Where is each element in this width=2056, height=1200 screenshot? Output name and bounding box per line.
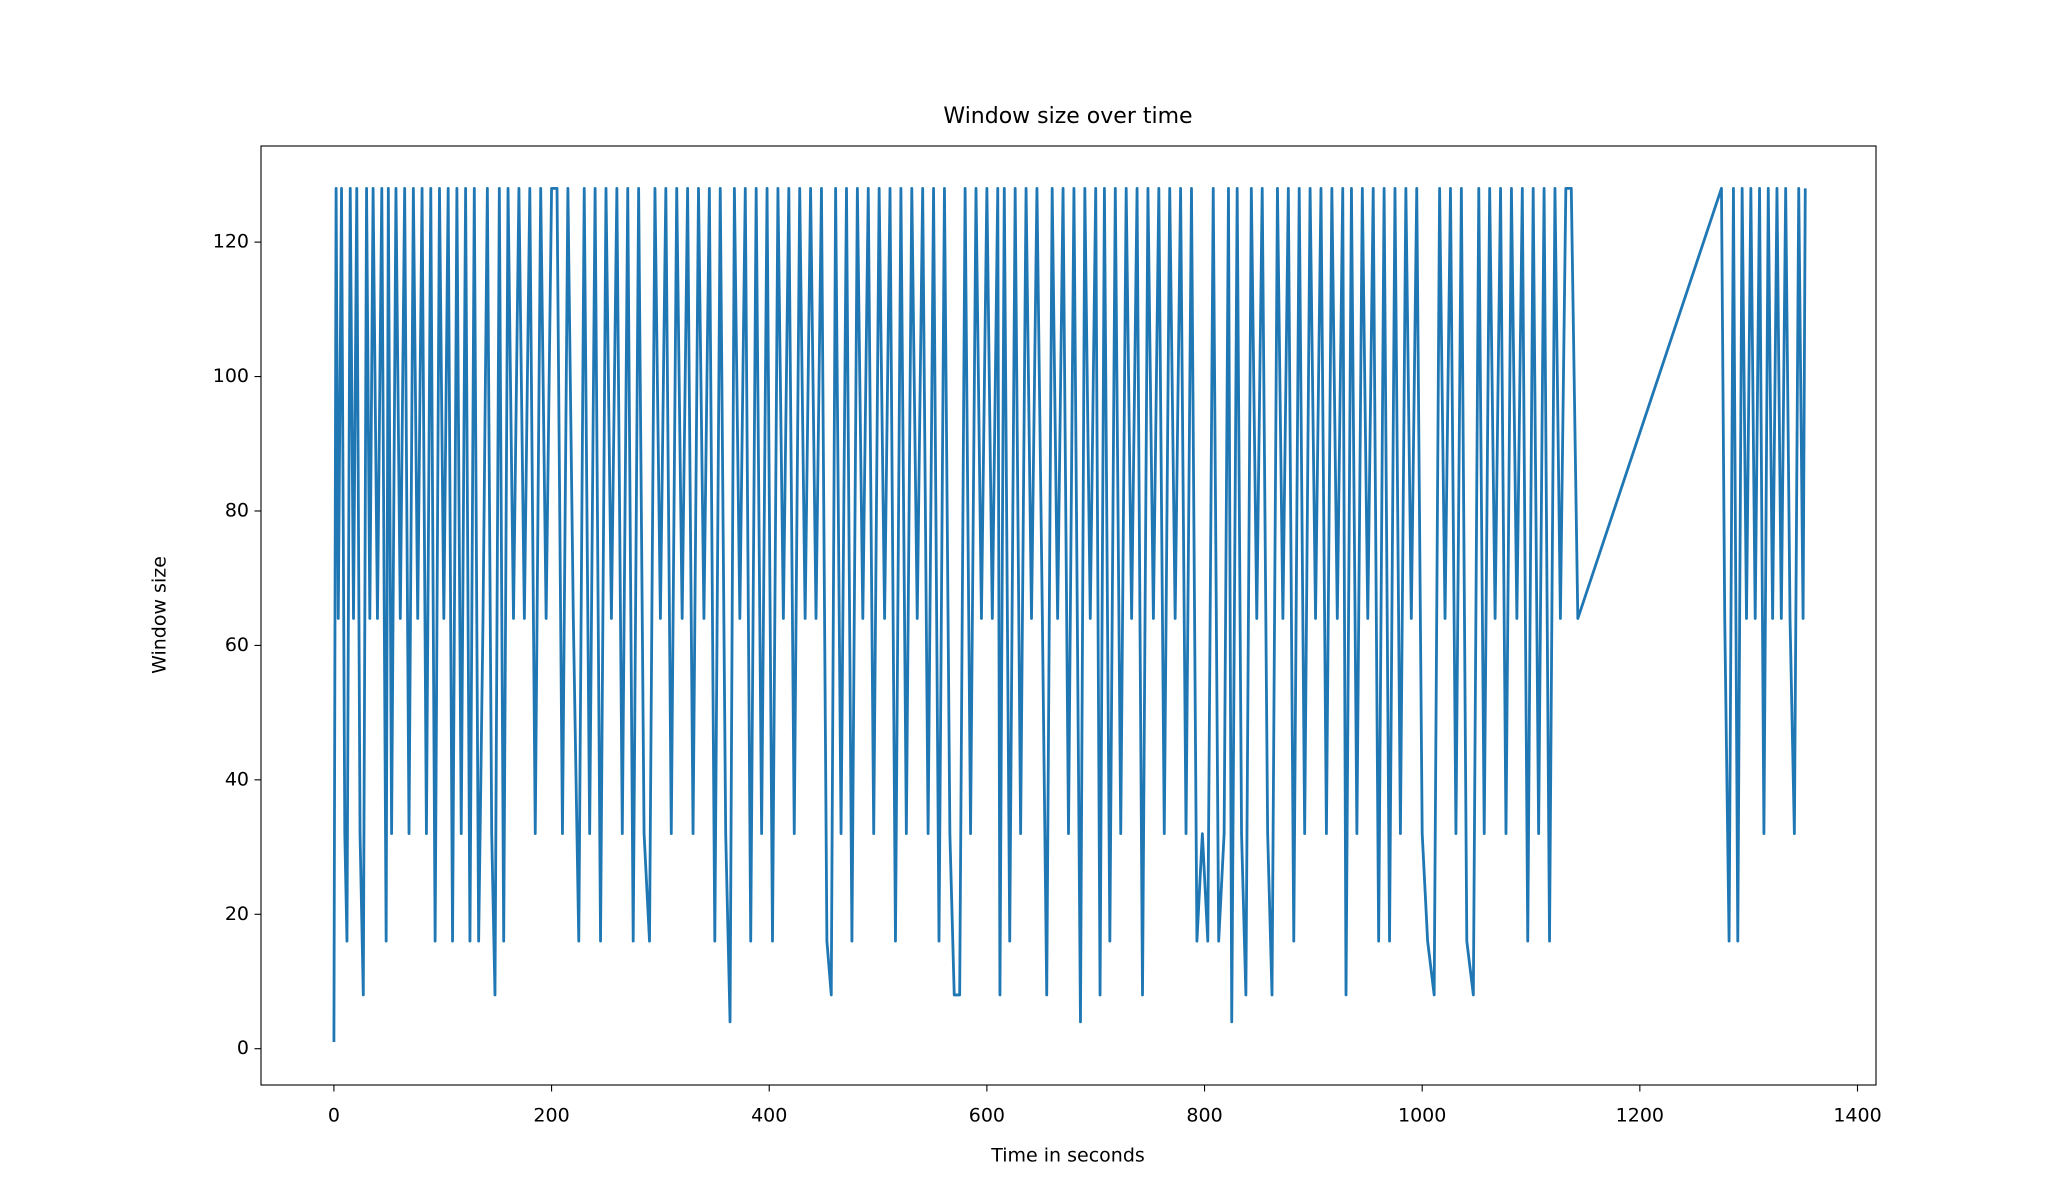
x-axis-label: Time in seconds [990,1145,1145,1167]
chart-title: Window size over time [943,104,1192,129]
x-tick-label: 600 [969,1105,1005,1127]
data-line [332,186,1807,1042]
y-tick-label: 0 [237,1037,249,1059]
x-tick-label: 0 [328,1105,340,1127]
x-tick-label: 200 [533,1105,569,1127]
x-tick-label: 1400 [1833,1105,1881,1127]
x-tick-label: 1200 [1616,1105,1664,1127]
y-tick-label: 60 [225,634,249,656]
x-tick-label: 400 [751,1105,787,1127]
y-tick-label: 80 [225,499,249,521]
y-tick-label: 120 [213,231,249,253]
x-tick-label: 1000 [1398,1105,1446,1127]
y-tick-label: 20 [225,903,249,925]
y-tick-label: 40 [225,768,249,790]
plot-frame [260,145,1877,1086]
x-tick-label: 800 [1186,1105,1222,1127]
y-axis-label: Window size [149,556,171,674]
y-tick-label: 100 [213,365,249,387]
